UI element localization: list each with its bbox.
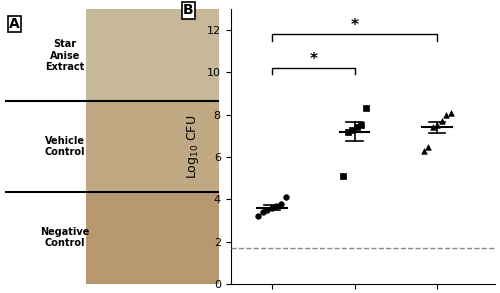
Text: A: A (10, 17, 20, 31)
Point (268, 206, 276, 210)
Point (254, 214, 262, 219)
Point (438, 119, 446, 123)
Point (282, 195, 290, 200)
Point (339, 174, 347, 178)
Point (353, 125, 361, 130)
Point (264, 208, 272, 212)
Point (358, 123, 366, 128)
Point (344, 129, 351, 134)
Point (348, 127, 356, 132)
Point (442, 113, 450, 117)
Point (420, 148, 428, 153)
Point (277, 201, 285, 206)
Bar (86, 100, 218, 193)
Bar (86, 9, 218, 100)
Text: *: * (309, 52, 317, 67)
Point (362, 106, 370, 111)
Y-axis label: Log$_{10}$ CFU: Log$_{10}$ CFU (185, 115, 201, 178)
Bar (86, 193, 218, 284)
Point (259, 210, 267, 214)
Point (433, 123, 441, 128)
Point (424, 144, 432, 149)
Text: *: * (350, 18, 358, 33)
Point (272, 203, 280, 208)
Text: Vehicle
Control: Vehicle Control (44, 136, 85, 157)
Point (428, 125, 436, 130)
Text: B: B (183, 3, 194, 17)
Text: Negative
Control: Negative Control (40, 226, 90, 248)
Point (447, 110, 455, 115)
Text: Star
Anise
Extract: Star Anise Extract (45, 39, 84, 72)
